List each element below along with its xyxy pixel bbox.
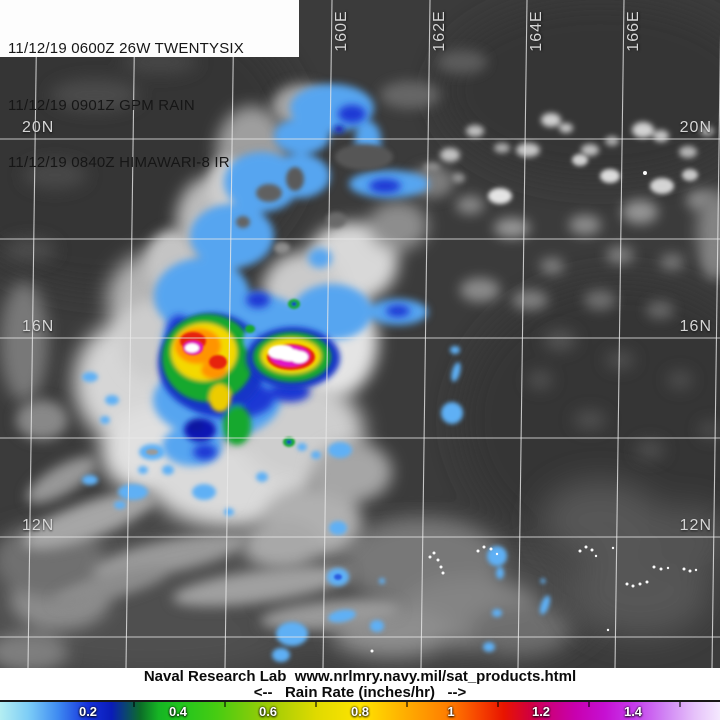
island-speckle-layer	[370, 171, 698, 653]
colorbar-value-label: 1.4	[623, 704, 643, 719]
header-line-ir: 11/12/19 0840Z HIMAWARI-8 IR	[8, 154, 230, 171]
meridian-line	[517, 0, 528, 668]
colorbar-tick	[133, 702, 135, 707]
colorbar-tick	[679, 702, 681, 707]
satellite-render	[0, 0, 720, 668]
satellite-map-area: 11/12/19 0600Z 26W TWENTYSIX 11/12/19 09…	[0, 0, 720, 668]
credit-line: Naval Research Lab www.nrlmry.navy.mil/s…	[143, 668, 577, 685]
meridian-line	[420, 0, 431, 668]
longitude-label: 162E	[431, 10, 448, 52]
meridian-line	[224, 0, 235, 668]
gpm-rain-layer	[82, 84, 551, 662]
header-line-rain: 11/12/19 0901Z GPM RAIN	[8, 97, 195, 114]
product-header: 11/12/19 0600Z 26W TWENTYSIX 11/12/19 09…	[0, 0, 299, 171]
colorbar-value-label: 1.2	[531, 704, 551, 719]
latitude-label-right: 12N	[679, 517, 712, 534]
colorbar-value-label: 0.6	[258, 704, 278, 719]
rain-core-right	[246, 327, 340, 389]
meridian-line	[322, 0, 333, 668]
colorbar-tick	[588, 702, 590, 707]
colorbar-value-label: 0.8	[350, 704, 370, 719]
latlon-grid	[0, 0, 720, 668]
credit-strip: Naval Research Lab www.nrlmry.navy.mil/s…	[0, 668, 720, 700]
colorbar-tick	[224, 702, 226, 707]
rain-rate-colorbar: 0.2 0.4 0.6 0.8 1 1.2 1.4	[0, 700, 720, 720]
colorbar-tick	[315, 702, 317, 707]
meridian-line	[614, 0, 625, 668]
longitude-label: 164E	[528, 10, 545, 52]
rain-rate-caption: <-- Rain Rate (inches/hr) -->	[253, 684, 467, 701]
latitude-label-left: 20N	[22, 119, 55, 136]
colorbar-tick	[406, 702, 408, 707]
meridian-line	[27, 0, 38, 668]
colorbar-value-label: 0.2	[78, 704, 98, 719]
colorbar-tick	[497, 702, 499, 707]
latitude-label-right: 16N	[679, 318, 712, 335]
meridian-line	[125, 0, 136, 668]
colorbar-value-label: 1	[447, 704, 455, 719]
latitude-label-left: 16N	[22, 318, 55, 335]
latitude-label-right: 20N	[679, 119, 712, 136]
colorbar-value-label: 0.4	[168, 704, 188, 719]
longitude-label: 166E	[625, 10, 642, 52]
latitude-label-left: 12N	[22, 517, 55, 534]
header-line-storm: 11/12/19 0600Z 26W TWENTYSIX	[8, 40, 244, 57]
longitude-label: 160E	[333, 10, 350, 52]
scattered-rain-blobs	[82, 346, 551, 662]
